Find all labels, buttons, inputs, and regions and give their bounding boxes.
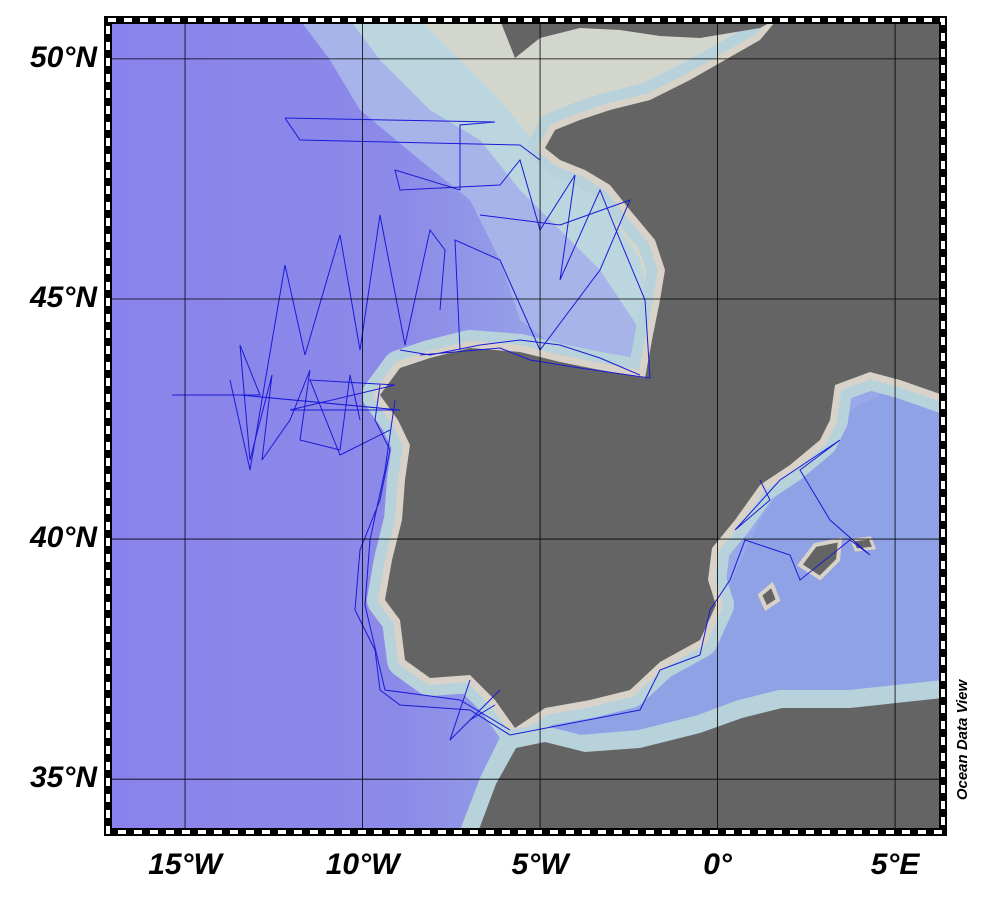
x-tick-label: 0° [703, 848, 733, 881]
ibiza [757, 581, 781, 611]
track [284, 117, 651, 379]
track [239, 379, 401, 456]
frame-dash [106, 18, 945, 834]
y-tick-label: 50°N [30, 41, 98, 74]
menorca [849, 536, 877, 552]
y-tick-label: 45°N [29, 281, 98, 314]
watermark: Ocean Data View [954, 679, 971, 801]
map-body [108, 20, 943, 832]
africa [478, 698, 943, 832]
y-tick-label: 40°N [29, 521, 98, 554]
britain [500, 20, 775, 58]
track [354, 384, 701, 736]
y-tick-label: 35°N [30, 761, 98, 794]
track [364, 399, 511, 741]
x-tick-label: 5°E [871, 848, 921, 881]
track [284, 117, 631, 351]
graticule [108, 20, 943, 832]
track [229, 214, 446, 471]
x-tick-label: 5°W [512, 848, 572, 881]
track [399, 339, 651, 379]
mallorca [797, 537, 843, 581]
x-tick-label: 15°W [148, 848, 224, 881]
track [172, 344, 361, 461]
x-tick-label: 10°W [326, 848, 402, 881]
ship-tracks [172, 117, 871, 741]
track [699, 439, 871, 656]
land [362, 20, 943, 832]
europe [380, 20, 943, 728]
